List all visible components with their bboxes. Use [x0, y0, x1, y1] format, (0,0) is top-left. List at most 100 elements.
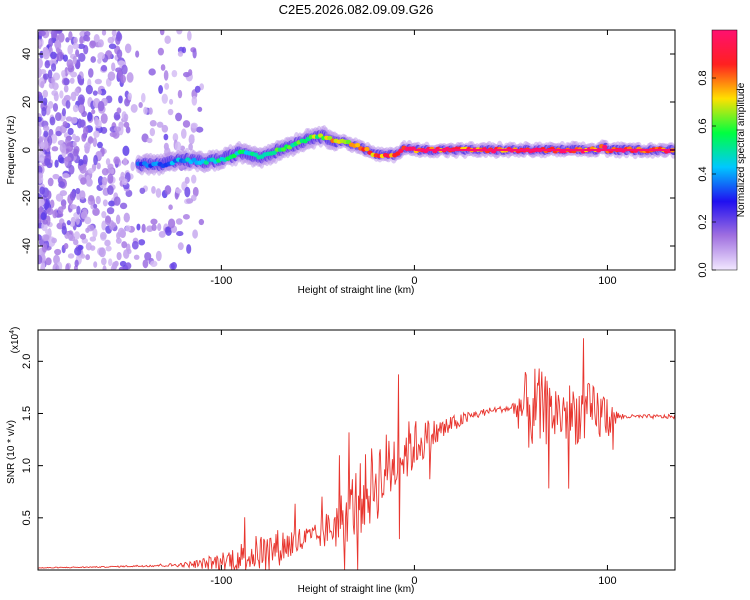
- noise-blob: [47, 100, 54, 109]
- noise-blob: [141, 223, 146, 234]
- noise-blob: [177, 242, 184, 251]
- noise-blob: [79, 119, 86, 128]
- colorbar: 0.0 0.2 0.4 0.6 0.8 Normalized spectral ampl…: [697, 29, 747, 278]
- noise-blob: [79, 164, 87, 174]
- noise-blob: [170, 261, 177, 270]
- noise-blob: [80, 253, 86, 259]
- noise-blob: [78, 104, 84, 114]
- noise-blob: [52, 173, 60, 180]
- noise-blob: [165, 226, 172, 236]
- noise-blob: [93, 34, 100, 44]
- noise-blob: [69, 204, 78, 210]
- noise-blob: [78, 78, 84, 86]
- noise-blob: [42, 125, 50, 132]
- noise-blob: [115, 237, 122, 244]
- noise-blob: [61, 225, 67, 235]
- noise-blob: [87, 224, 95, 232]
- noise-blob: [57, 32, 65, 43]
- noise-blob: [121, 241, 128, 249]
- noise-blob: [92, 228, 98, 238]
- noise-blob: [52, 209, 58, 219]
- noise-blob: [43, 140, 49, 150]
- noise-blob: [85, 254, 91, 261]
- noise-blob: [85, 174, 91, 185]
- noise-blob: [158, 230, 166, 238]
- noise-blob: [50, 63, 57, 72]
- noise-blob: [92, 207, 100, 216]
- noise-blob: [143, 106, 148, 115]
- svg-text:(x104): (x104): [9, 327, 21, 354]
- colorbar-tick-label: 0.6: [697, 118, 709, 133]
- noise-blob: [57, 154, 64, 164]
- noise-blob: [82, 154, 88, 165]
- noise-blob: [89, 40, 96, 49]
- noise-blob: [118, 95, 123, 104]
- noise-blob: [93, 130, 100, 138]
- noise-blob: [163, 133, 169, 141]
- noise-blob: [192, 48, 197, 59]
- noise-blob: [55, 47, 61, 53]
- noise-blob: [62, 121, 68, 128]
- snr-y-tick-label: 2.0: [21, 354, 33, 369]
- noise-blob: [122, 157, 128, 166]
- noise-blob: [65, 37, 70, 43]
- noise-blob: [192, 229, 198, 239]
- noise-blob: [182, 214, 190, 220]
- snr-axes: -100 0 100 0.5 1.0 1.5 2.0: [21, 330, 675, 587]
- noise-blob: [164, 35, 171, 44]
- noise-blob: [67, 44, 74, 55]
- noise-blob: [87, 136, 94, 144]
- spectrogram-panel: -100 0 100 -40 -20 0 20 40 Height of straight l…: [6, 29, 676, 296]
- noise-blob: [73, 148, 79, 157]
- noise-blob: [116, 251, 122, 261]
- noise-blob: [123, 212, 130, 223]
- noise-blob: [45, 257, 52, 266]
- noise-blob: [118, 266, 126, 270]
- noise-blob: [139, 187, 146, 194]
- noise-blob: [175, 112, 183, 122]
- colorbar-tick-label: 0.8: [697, 70, 709, 85]
- noise-blob: [65, 116, 73, 122]
- noise-blob: [48, 37, 54, 48]
- noise-blob: [67, 253, 75, 259]
- noise-blob: [59, 190, 68, 197]
- noise-blob: [50, 30, 57, 39]
- noise-blob: [39, 50, 44, 59]
- noise-blob: [41, 243, 48, 253]
- noise-blob: [80, 177, 87, 185]
- noise-blob: [177, 89, 183, 99]
- noise-blob: [192, 186, 199, 197]
- noise-blob: [102, 199, 108, 207]
- noise-blob: [97, 141, 103, 149]
- noise-blob: [61, 108, 66, 117]
- noise-blob: [79, 190, 86, 200]
- noise-blob: [195, 126, 204, 133]
- noise-blob: [106, 207, 115, 215]
- ridge-peak: [191, 157, 197, 163]
- snr-y-tick-label: 1.0: [21, 458, 33, 473]
- noise-blob: [79, 36, 84, 45]
- noise-blob: [43, 130, 49, 138]
- colorbar-tick-label: 0.4: [697, 166, 709, 181]
- noise-blob: [97, 89, 102, 95]
- noise-blob: [122, 145, 130, 157]
- noise-blob: [64, 156, 72, 162]
- noise-blob: [97, 175, 104, 186]
- noise-blob: [100, 113, 108, 124]
- noise-blob: [44, 60, 51, 69]
- noise-blob: [163, 70, 169, 81]
- spectrogram-x-axis-label: Height of straight line (km): [298, 285, 415, 296]
- noise-blob: [38, 235, 41, 241]
- noise-blob: [46, 207, 54, 216]
- noise-blob: [136, 223, 141, 231]
- noise-blob: [59, 143, 67, 153]
- noise-blob: [99, 231, 107, 240]
- noise-blob: [90, 56, 97, 63]
- noise-blob: [73, 36, 78, 44]
- noise-blob: [68, 31, 73, 41]
- noise-blob: [76, 205, 81, 215]
- noise-blob: [38, 165, 43, 175]
- noise-blob: [42, 89, 49, 98]
- noise-blob: [87, 111, 93, 122]
